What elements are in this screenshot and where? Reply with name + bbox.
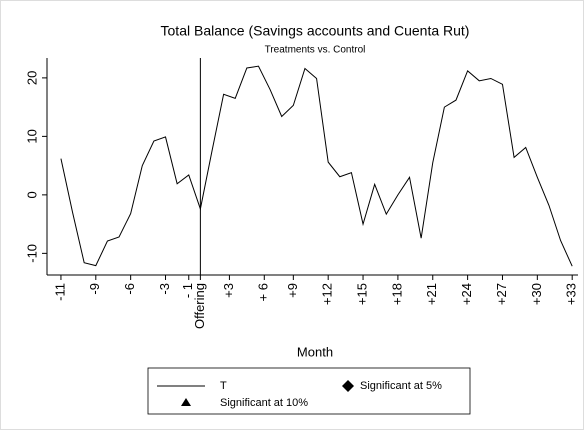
- legend-label: T: [220, 380, 227, 392]
- x-tick-label: +30: [529, 283, 544, 305]
- x-axis-label: Month: [297, 344, 333, 359]
- series-line: [60, 65, 573, 267]
- x-tick-label: Offering: [192, 283, 207, 329]
- x-tick-label: -3: [157, 283, 172, 295]
- x-tick-label: +24: [459, 283, 474, 305]
- x-tick-label: +12: [320, 283, 335, 305]
- x-tick-label: - 1: [180, 283, 195, 298]
- x-tick-label: +33: [564, 283, 579, 305]
- legend-diamond: [342, 380, 354, 392]
- chart-subtitle: Treatments vs. Control: [265, 45, 366, 56]
- y-tick-label: 10: [24, 129, 39, 143]
- x-tick-label: -6: [122, 283, 137, 295]
- x-tick-label: +15: [354, 283, 369, 305]
- x-tick-label: +9: [285, 283, 300, 298]
- x-tick-label: -11: [52, 283, 67, 301]
- legend-triangle: [181, 398, 191, 406]
- x-tick-label: +21: [424, 283, 439, 305]
- y-tick-label: 20: [24, 71, 39, 85]
- x-tick-label: +18: [389, 283, 404, 305]
- y-tick-label: -10: [24, 244, 39, 263]
- legend-box: [147, 367, 471, 415]
- legend-label: Significant at 10%: [220, 397, 308, 409]
- x-tick-label: +27: [494, 283, 509, 305]
- x-tick-label: -9: [87, 283, 102, 295]
- chart-title: Total Balance (Savings accounts and Cuen…: [161, 23, 470, 39]
- x-tick-label: +3: [221, 283, 236, 298]
- x-tick-label: + 6: [256, 283, 271, 301]
- y-tick-label: 0: [24, 191, 39, 198]
- legend-label: Significant at 5%: [360, 380, 442, 392]
